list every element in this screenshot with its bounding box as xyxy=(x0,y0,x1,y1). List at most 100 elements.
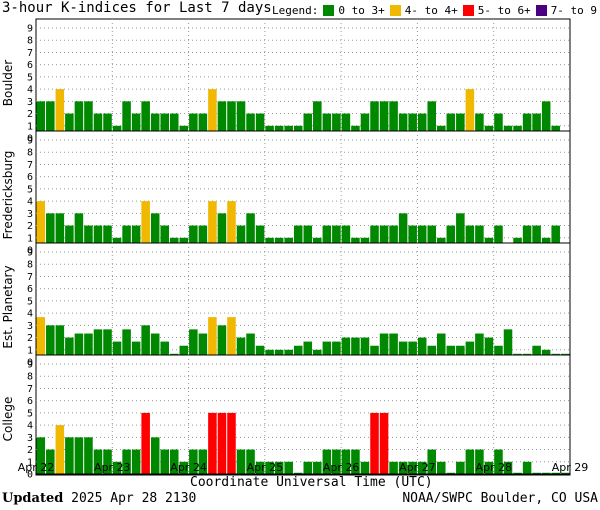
k-index-bar xyxy=(293,225,303,250)
k-index-bar xyxy=(303,113,313,138)
k-index-bar xyxy=(93,113,103,138)
x-tick-label: Apr 29 xyxy=(552,461,589,474)
k-index-bar xyxy=(55,89,65,138)
k-index-bar xyxy=(170,113,179,138)
k-index-bar xyxy=(532,225,541,250)
y-tick-label: 8 xyxy=(27,36,33,47)
k-index-bar xyxy=(379,101,389,138)
k-index-bar xyxy=(522,225,532,250)
k-index-bar xyxy=(341,449,351,474)
k-index-bar xyxy=(313,101,322,138)
k-index-bar xyxy=(189,449,198,474)
k-index-bar xyxy=(36,101,46,138)
k-index-bar xyxy=(255,113,265,138)
k-index-bar xyxy=(227,201,236,250)
k-index-bar xyxy=(55,325,65,362)
k-index-bar xyxy=(122,329,131,362)
k-index-bar xyxy=(456,113,465,138)
k-index-bar xyxy=(246,333,255,362)
k-index-bar xyxy=(46,213,55,250)
k-index-bar xyxy=(398,213,408,250)
y-tick-label: 5 xyxy=(27,408,33,419)
k-index-bar xyxy=(322,449,332,474)
k-index-bar xyxy=(103,329,112,362)
k-index-bar xyxy=(131,225,141,250)
k-index-bar xyxy=(360,461,370,474)
k-index-bar xyxy=(93,449,103,474)
k-index-bar xyxy=(370,225,379,250)
y-tick-label: 3 xyxy=(27,209,33,220)
k-index-bar xyxy=(208,317,217,362)
k-index-bar xyxy=(84,101,93,138)
y-tick-label: 1 xyxy=(27,121,33,132)
k-index-bar xyxy=(74,437,84,474)
x-tick-label: Apr 22 xyxy=(18,461,55,474)
k-index-bar xyxy=(398,113,408,138)
k-index-bar xyxy=(65,437,74,474)
k-index-bar xyxy=(475,449,484,474)
k-index-bar xyxy=(398,341,408,362)
k-index-bar xyxy=(446,472,456,474)
y-tick-label: 7 xyxy=(27,48,33,59)
chart-title: 3-hour K-indices for Last 7 days xyxy=(2,0,272,16)
k-index-bar xyxy=(55,425,65,474)
legend-item-4: 4- to 4+ xyxy=(389,4,458,17)
panel-frame xyxy=(35,130,571,252)
k-index-bar xyxy=(456,461,465,474)
k-index-bar xyxy=(122,449,131,474)
legend-swatch-purple xyxy=(535,5,547,16)
k-index-bar xyxy=(274,461,284,474)
k-index-bar xyxy=(427,225,436,250)
y-tick-label: 6 xyxy=(27,60,33,71)
k-index-bar xyxy=(65,113,74,138)
x-tick-label: Apr 25 xyxy=(247,461,284,474)
k-index-bar xyxy=(370,412,379,474)
y-tick-label: 4 xyxy=(27,421,33,432)
y-axis-title: Boulder xyxy=(1,60,15,107)
k-index-bar xyxy=(55,213,65,250)
y-tick-label: 6 xyxy=(27,396,33,407)
y-tick-label: 9 xyxy=(27,24,33,35)
k-index-bar xyxy=(484,337,494,362)
legend-item-label: 0 to 3+ xyxy=(338,4,385,17)
y-tick-label: 1 xyxy=(27,233,33,244)
k-index-bar xyxy=(303,341,313,362)
updated-value: 2025 Apr 28 2130 xyxy=(71,491,197,506)
legend-item-7-9: 7- to 9 xyxy=(535,4,597,17)
k-index-bar xyxy=(465,89,475,138)
k-index-bar xyxy=(370,101,379,138)
y-tick-label: 8 xyxy=(27,260,33,271)
k-index-bar xyxy=(370,345,379,362)
y-axis-title: Fredericksburg xyxy=(1,151,15,240)
k-index-bar xyxy=(122,101,131,138)
k-index-bar xyxy=(408,225,417,250)
k-index-bar xyxy=(84,225,93,250)
k-index-bar xyxy=(494,225,503,250)
y-tick-label: 6 xyxy=(27,172,33,183)
k-index-bar xyxy=(65,225,74,250)
x-tick-label: Apr 28 xyxy=(475,461,512,474)
k-index-bar xyxy=(437,333,446,362)
x-axis-title: Coordinate Universal Time (UTC) xyxy=(190,475,433,490)
k-index-bar xyxy=(150,213,160,250)
legend-item-label: 4- to 4+ xyxy=(404,4,458,17)
k-index-bar xyxy=(322,113,332,138)
y-tick-label: 0 xyxy=(27,470,33,481)
k-index-bar xyxy=(36,437,46,474)
k-index-bar xyxy=(65,337,74,362)
updated-timestamp: Updated 2025 Apr 28 2130 xyxy=(2,491,196,506)
k-index-bar xyxy=(131,113,141,138)
k-index-bar xyxy=(179,345,189,362)
x-tick-label: Apr 27 xyxy=(399,461,436,474)
y-tick-label: 4 xyxy=(27,85,33,96)
k-index-bar xyxy=(465,449,475,474)
k-index-bar xyxy=(160,449,169,474)
k-index-bar xyxy=(351,337,360,362)
y-tick-label: 9 xyxy=(27,360,33,371)
k-index-bar xyxy=(379,333,389,362)
k-index-bar xyxy=(217,101,227,138)
k-index-bar xyxy=(332,113,341,138)
y-tick-label: 6 xyxy=(27,284,33,295)
k-index-bar xyxy=(141,101,150,138)
